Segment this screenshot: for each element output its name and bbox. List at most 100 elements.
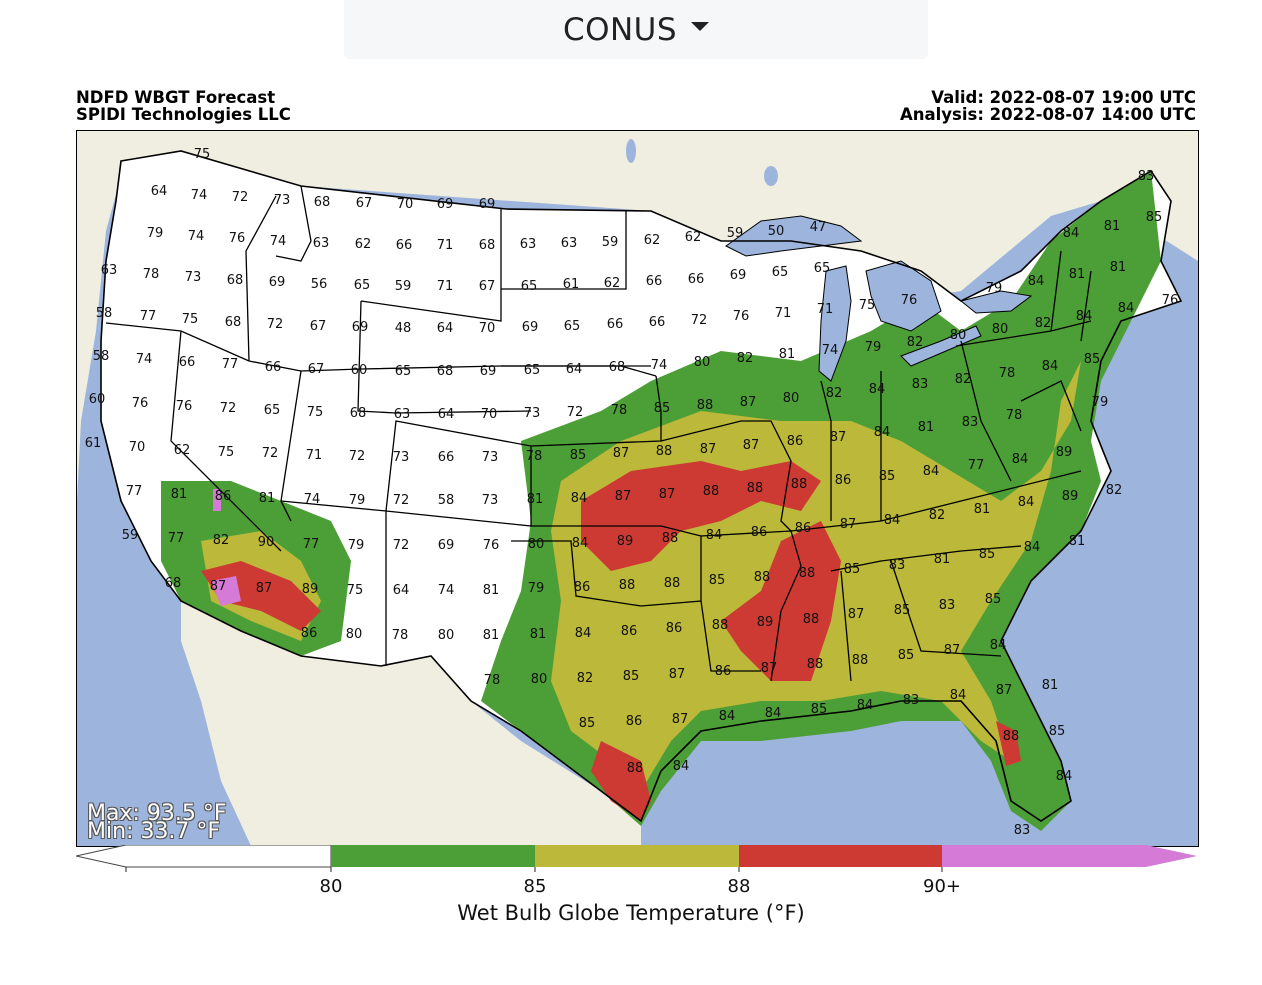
station-value: 87	[761, 661, 778, 676]
station-value: 76	[483, 538, 500, 553]
station-value: 79	[528, 581, 545, 596]
station-value: 80	[346, 627, 363, 642]
station-value: 72	[349, 449, 366, 464]
station-value: 67	[310, 319, 327, 334]
station-value: 74	[438, 583, 455, 598]
surrounding-land	[77, 131, 1198, 501]
station-value: 73	[185, 270, 202, 285]
station-value: 58	[96, 306, 113, 321]
station-value: 77	[168, 531, 185, 546]
station-value: 72	[267, 317, 284, 332]
station-value: 85	[844, 562, 861, 577]
station-value: 85	[709, 573, 726, 588]
station-value: 64	[151, 184, 168, 199]
station-value: 84	[923, 464, 940, 479]
station-value: 87	[848, 607, 865, 622]
header-right: Valid: 2022-08-07 19:00 UTC Analysis: 20…	[900, 89, 1196, 123]
station-value: 72	[220, 401, 237, 416]
station-value: 84	[572, 536, 589, 551]
station-value: 81	[259, 491, 276, 506]
station-value: 70	[397, 197, 414, 212]
station-value: 73	[482, 450, 499, 465]
region-selector-dropdown[interactable]: CONUS	[344, 0, 928, 59]
zone-88-90	[581, 461, 821, 571]
conus-outline	[100, 150, 1183, 823]
station-value: 77	[222, 357, 239, 372]
station-value: 72	[262, 446, 279, 461]
station-value: 59	[122, 528, 139, 543]
station-value: 88	[697, 398, 714, 413]
station-value: 87	[700, 442, 717, 457]
station-value: 89	[617, 534, 634, 549]
colorbar-under-arrow	[76, 845, 332, 868]
station-value: 82	[826, 386, 843, 401]
station-value: 72	[691, 313, 708, 328]
station-value: 77	[968, 458, 985, 473]
station-value: 79	[1092, 395, 1109, 410]
station-value: 62	[685, 230, 702, 245]
org-name: SPIDI Technologies LLC	[76, 105, 291, 124]
station-value: 78	[611, 403, 628, 418]
station-value: 86	[626, 714, 643, 729]
station-value: 65	[395, 364, 412, 379]
station-value: 66	[265, 360, 282, 375]
station-value: 85	[979, 547, 996, 562]
station-value: 86	[835, 473, 852, 488]
station-value: 85	[1049, 724, 1066, 739]
station-value: 84	[1042, 359, 1059, 374]
station-value: 77	[126, 484, 143, 499]
station-value: 85	[570, 448, 587, 463]
lake-ontario	[959, 290, 1033, 314]
station-value: 81	[974, 502, 991, 517]
station-value: 76	[132, 396, 149, 411]
zone-88-90-b	[721, 521, 841, 681]
station-value: 86	[574, 580, 591, 595]
station-value: 58	[438, 493, 455, 508]
station-value: 68	[350, 406, 367, 421]
station-value: 66	[607, 317, 624, 332]
station-value: 62	[355, 237, 372, 252]
station-value: 85	[811, 702, 828, 717]
lake-canada-2	[626, 139, 636, 163]
station-value: 83	[939, 598, 956, 613]
station-value: 69	[269, 275, 286, 290]
station-value: 65	[772, 265, 789, 280]
station-value: 88	[799, 566, 816, 581]
colorbar-title: Wet Bulb Globe Temperature (°F)	[457, 901, 805, 925]
station-value: 75	[859, 298, 876, 313]
station-value: 82	[955, 372, 972, 387]
station-value: 89	[302, 582, 319, 597]
station-value: 82	[737, 351, 754, 366]
station-value: 84	[950, 688, 967, 703]
station-value: 85	[654, 401, 671, 416]
station-value: 72	[567, 405, 584, 420]
station-value: 84	[706, 528, 723, 543]
zone-88-90-tx	[591, 741, 651, 821]
station-value: 85	[579, 716, 596, 731]
station-value: 81	[1069, 267, 1086, 282]
station-value: 75	[194, 147, 211, 162]
station-value: 68	[437, 364, 454, 379]
station-value: 87	[743, 438, 760, 453]
station-value: 76	[733, 309, 750, 324]
station-value: 81	[1042, 678, 1059, 693]
station-value: 86	[215, 489, 232, 504]
station-value: 67	[356, 196, 373, 211]
station-value: 74	[270, 234, 287, 249]
station-value: 75	[218, 445, 235, 460]
station-value: 88	[754, 570, 771, 585]
station-value: 88	[807, 657, 824, 672]
station-value: 88	[703, 484, 720, 499]
station-value: 87	[672, 712, 689, 727]
station-value: 71	[775, 306, 792, 321]
station-value: 68	[165, 576, 182, 591]
station-value: 48	[395, 321, 412, 336]
station-value: 88	[747, 481, 764, 496]
station-value: 56	[311, 277, 328, 292]
station-value: 84	[1118, 301, 1135, 316]
station-value: 84	[1056, 769, 1073, 784]
station-value: 69	[479, 197, 496, 212]
station-value: 80	[992, 322, 1009, 337]
station-value: 68	[225, 315, 242, 330]
station-value: 84	[874, 425, 891, 440]
